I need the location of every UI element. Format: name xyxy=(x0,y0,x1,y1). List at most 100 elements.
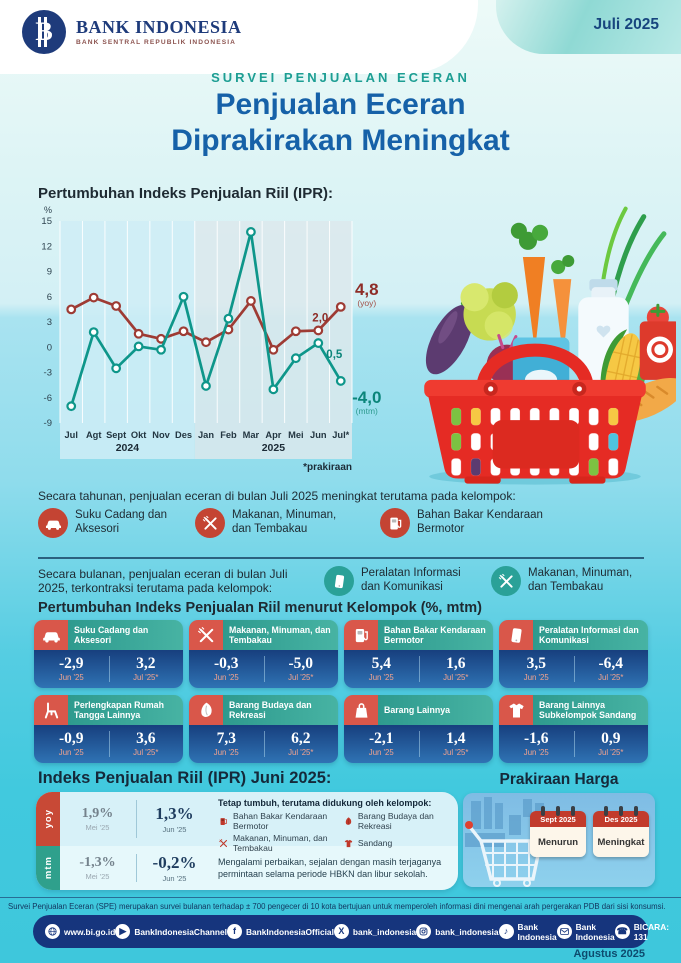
period-badge: Juli 2025 xyxy=(593,16,660,33)
x-icon: X xyxy=(333,924,349,939)
svg-text:Jul*: Jul* xyxy=(332,430,349,440)
annual-item-bahan-bakar: Bahan Bakar Kendaraan Bermotor xyxy=(380,508,567,538)
calendar-des-2025: Des 2025 Meningkat xyxy=(593,806,649,857)
price-forecast-card: Sept 2025 Menurun Des 2025 Meningkat xyxy=(463,793,655,887)
shirt-icon xyxy=(499,695,533,725)
group-card-bahan-bakar: Bahan Bakar Kendaraan Bermotor 5,4 Jun '2… xyxy=(344,620,493,688)
svg-text:2024: 2024 xyxy=(116,442,140,454)
car-icon xyxy=(34,620,68,650)
svg-text:6: 6 xyxy=(47,292,52,303)
svg-text:2025: 2025 xyxy=(262,442,286,454)
groups-heading: Pertumbuhan Indeks Penjualan Riil menuru… xyxy=(38,600,482,616)
ipr-yoy-row: yoy 1,9% Mei '25 1,3% Jun '25 Tetap tumbuh… xyxy=(36,792,458,853)
bag-icon xyxy=(344,695,378,725)
car-icon xyxy=(38,508,68,538)
svg-text:0,5: 0,5 xyxy=(326,349,343,361)
social-facebook[interactable]: f BankIndonesiaOfficial xyxy=(226,924,334,939)
svg-text:Des: Des xyxy=(175,430,192,440)
svg-text:-4,0: -4,0 xyxy=(352,388,381,407)
youtube-icon: ▶ xyxy=(115,924,131,939)
svg-text:Jul: Jul xyxy=(65,430,78,440)
leaf-icon xyxy=(189,695,223,725)
bank-name: BANK INDONESIA xyxy=(76,17,242,37)
svg-text:Feb: Feb xyxy=(220,430,237,440)
chart-heading: Pertumbuhan Indeks Penjualan Riil (IPR): xyxy=(38,185,334,202)
svg-text:12: 12 xyxy=(41,241,52,252)
svg-text:Nov: Nov xyxy=(152,430,170,440)
social-website[interactable]: www.bi.go.id xyxy=(45,924,115,939)
ipr-growth-chart: % 15 12 9 6 3 0 -3 -6 -9 Jul Agt Sept Okt Nov Des Jan Feb… xyxy=(26,203,404,465)
period-ribbon xyxy=(496,0,681,54)
social-instagram[interactable]: bank_indonesia xyxy=(416,924,499,939)
group-card-barang-budaya: Barang Budaya dan Rekreasi 7,3 Jun '25 6,… xyxy=(189,695,338,763)
ipr-summary-panel: yoy 1,9% Mei '25 1,3% Jun '25 Tetap tumbuh… xyxy=(36,792,458,890)
svg-text:Mei: Mei xyxy=(288,430,304,440)
fuel-pump-icon xyxy=(380,508,410,538)
monthly-item-makanan: Makanan, Minuman, dan Tembakau xyxy=(491,566,640,596)
header-logo-panel xyxy=(0,0,478,74)
svg-text:Jan: Jan xyxy=(198,430,214,440)
fuel-pump-icon xyxy=(218,816,229,827)
survey-kicker: SURVEI PENJUALAN ECERAN xyxy=(211,70,470,85)
yoy-tab: yoy xyxy=(36,792,60,846)
shopping-cart-illustration xyxy=(465,797,544,887)
utensils-icon xyxy=(189,620,223,650)
bank-indonesia-monogram-icon: B xyxy=(22,10,66,54)
mtm-tab: mtm xyxy=(36,846,60,890)
svg-text:(mtm): (mtm) xyxy=(356,406,378,416)
group-card-sandang: Barang Lainnya Subkelompok Sandang -1,6 J… xyxy=(499,695,648,763)
svg-text:2,0: 2,0 xyxy=(312,312,328,324)
social-youtube[interactable]: ▶ BankIndonesiaChannel xyxy=(115,924,227,939)
social-x[interactable]: X bank_indonesia xyxy=(333,924,416,939)
mail-icon xyxy=(556,924,572,939)
svg-text:(yoy): (yoy) xyxy=(357,298,376,308)
svg-text:9: 9 xyxy=(47,267,52,278)
group-card-barang-lainnya: Barang Lainnya -2,1 Jun '25 1,4 Jul '25* xyxy=(344,695,493,763)
svg-text:-3: -3 xyxy=(44,368,52,379)
shirt-icon xyxy=(343,838,354,849)
social-bar: www.bi.go.id ▶ BankIndonesiaChannel f Ba… xyxy=(33,915,669,948)
issue-date: Agustus 2025 xyxy=(573,948,645,960)
facebook-icon: f xyxy=(226,924,242,939)
smartphone-icon xyxy=(499,620,533,650)
annual-text: Secara tahunan, penjualan eceran di bula… xyxy=(38,489,516,503)
group-card-peralatan-informasi: Peralatan Informasi dan Komunikasi 3,5 Ju… xyxy=(499,620,648,688)
svg-text:%: % xyxy=(44,205,52,215)
group-cards-grid: Suku Cadang dan Aksesori -2,9 Jun '25 3,2… xyxy=(34,620,648,763)
ipr-heading: Indeks Penjualan Riil (IPR) Juni 2025: xyxy=(38,769,332,787)
monthly-text: Secara bulanan, penjualan eceran di bula… xyxy=(38,567,288,595)
footer-divider xyxy=(0,897,681,898)
annual-statement: Secara tahunan, penjualan eceran di bula… xyxy=(38,489,650,538)
svg-text:Agt: Agt xyxy=(86,430,102,440)
svg-text:4,8: 4,8 xyxy=(355,280,379,299)
fuel-pump-icon xyxy=(344,620,378,650)
mtm-description: Mengalami perbaikan, sejalan dengan masi… xyxy=(218,857,442,880)
svg-text:Okt: Okt xyxy=(131,430,147,440)
yoy-group-bahan-bakar: Bahan Bakar Kendaraan Bermotor xyxy=(218,811,333,831)
social-tiktok[interactable]: ♪ Bank Indonesia xyxy=(498,922,557,942)
yoy-group-makanan: Makanan, Minuman, dan Tembakau xyxy=(218,833,333,853)
annual-item-suku-cadang: Suku Cadang dan Aksesori xyxy=(38,508,169,538)
yoy-group-sandang: Sandang xyxy=(343,833,450,853)
social-mail[interactable]: Bank Indonesia xyxy=(556,922,615,942)
svg-text:Sept: Sept xyxy=(106,430,126,440)
smartphone-icon xyxy=(324,566,354,596)
monthly-item-peralatan: Peralatan Informasi dan Komunikasi xyxy=(324,566,473,596)
calendar-sept-2025: Sept 2025 Menurun xyxy=(530,806,586,857)
monthly-statement: Secara bulanan, penjualan eceran di bula… xyxy=(38,566,650,596)
tiktok-icon: ♪ xyxy=(498,924,514,939)
yoy-description: Tetap tumbuh, terutama didukung oleh kel… xyxy=(218,798,432,808)
utensils-icon xyxy=(195,508,225,538)
svg-text:-6: -6 xyxy=(44,393,52,404)
bicara-icon: ☎ xyxy=(614,924,630,939)
grocery-basket-illustration xyxy=(424,206,676,485)
group-card-makanan: Makanan, Minuman, dan Tembakau -0,3 Jun '… xyxy=(189,620,338,688)
annual-item-makanan: Makanan, Minuman, dan Tembakau xyxy=(195,508,354,538)
utensils-icon xyxy=(491,566,521,596)
price-forecast-heading: Prakiraan Harga xyxy=(499,771,619,788)
social-bicara[interactable]: ☎ BICARA: 131 xyxy=(614,921,670,942)
svg-text:Jun: Jun xyxy=(310,430,327,440)
leaf-icon xyxy=(343,816,354,827)
svg-text:3: 3 xyxy=(47,317,52,328)
